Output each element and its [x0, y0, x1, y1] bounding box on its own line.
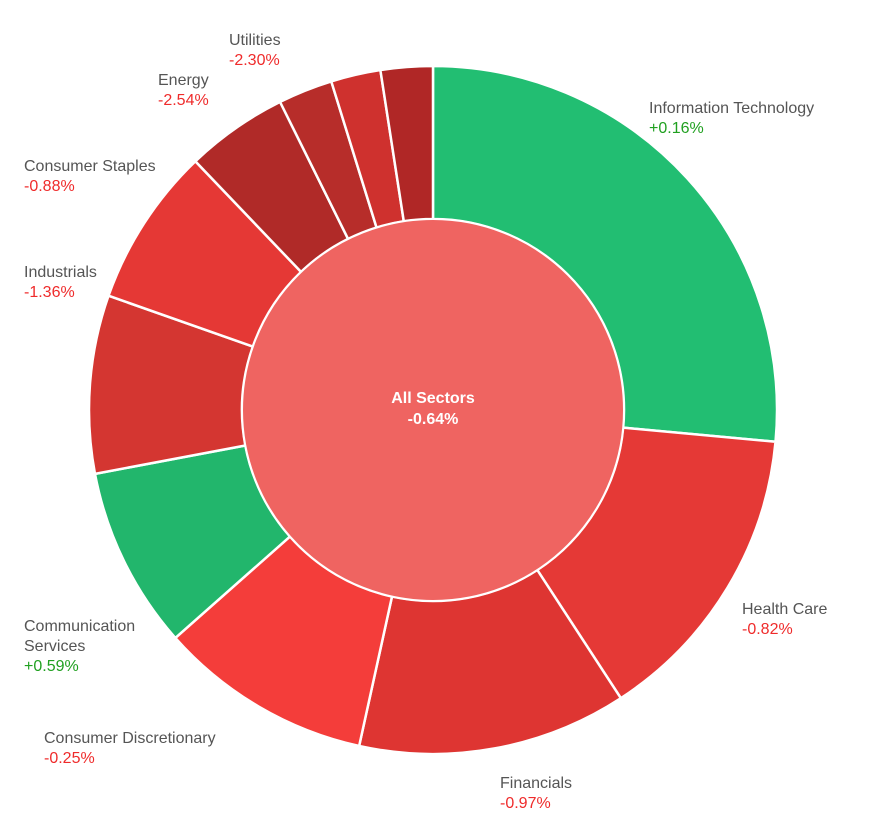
segment-name: Energy	[158, 72, 209, 89]
segment-change: -0.97%	[500, 795, 551, 812]
segment-change: -1.36%	[24, 284, 75, 301]
label-energy: Energy -2.54%	[158, 71, 209, 111]
segment-name: Consumer Discretionary	[44, 730, 216, 747]
segment-change: -0.25%	[44, 750, 95, 767]
label-utilities: Utilities -2.30%	[229, 31, 281, 71]
center-value: -0.64%	[407, 411, 459, 428]
segment-name: Consumer Staples	[24, 158, 156, 175]
segment-name: Financials	[500, 775, 573, 792]
center-title: All Sectors	[391, 390, 475, 407]
center-label: All Sectors -0.64%	[333, 388, 533, 430]
segment-name: Communication	[24, 618, 136, 635]
center-all-sectors[interactable]	[241, 218, 625, 602]
segment-name: Information Technology	[649, 100, 815, 117]
segment-change: -0.88%	[24, 178, 75, 195]
segment-change: -0.82%	[742, 621, 793, 638]
segment-name: Health Care	[742, 601, 828, 618]
label-communication-services: Communication Services +0.59%	[24, 617, 135, 677]
label-consumer-staples: Consumer Staples -0.88%	[24, 157, 156, 197]
label-information-technology: Information Technology +0.16%	[649, 99, 814, 139]
segment-name: Utilities	[229, 32, 281, 49]
label-health-care: Health Care -0.82%	[742, 600, 827, 640]
segment-change: +0.59%	[24, 658, 79, 675]
label-consumer-discretionary: Consumer Discretionary -0.25%	[44, 729, 216, 769]
segment-change: -2.54%	[158, 92, 209, 109]
label-financials: Financials -0.97%	[500, 774, 572, 814]
segment-name: Services	[24, 638, 86, 655]
segment-change: +0.16%	[649, 120, 704, 137]
segment-change: -2.30%	[229, 52, 280, 69]
label-industrials: Industrials -1.36%	[24, 263, 97, 303]
segment-name: Industrials	[24, 264, 97, 281]
